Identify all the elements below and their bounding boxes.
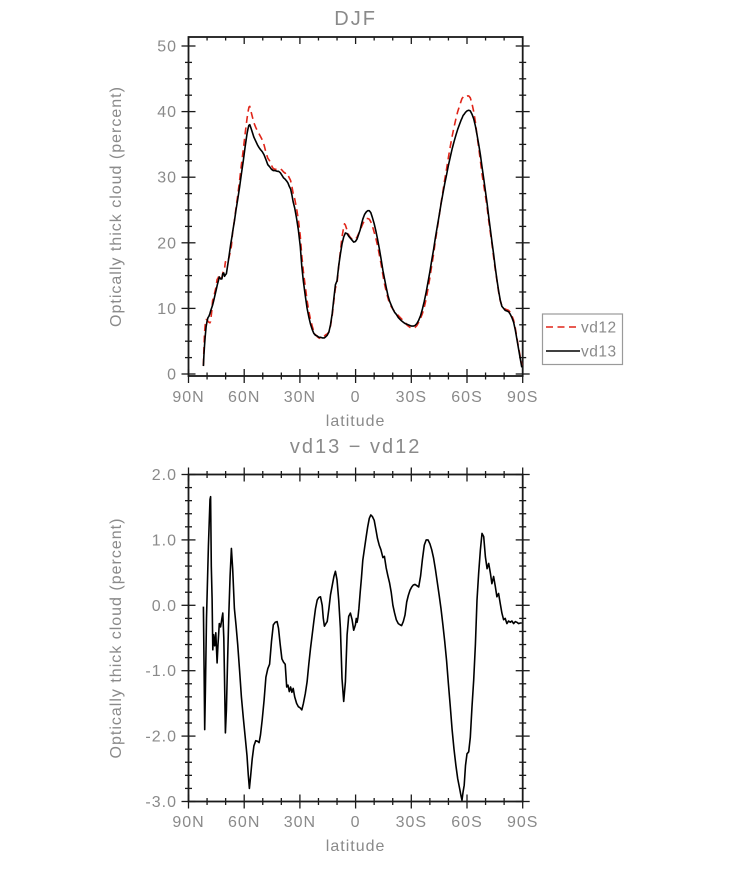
top-panel-xtick-label: 90S [507,389,538,406]
top-panel-xtick-label: 30S [396,389,427,406]
bottom-panel-xtick-label: 60N [228,814,260,831]
legend-label-vd13: vd13 [581,344,617,361]
bottom-panel-ytick-label: -3.0 [145,794,177,811]
top-panel-xtick-label: 60S [451,389,482,406]
top-panel-xtick-label: 60N [228,389,260,406]
vd12-curve [202,95,523,366]
bottom-panel-ylabel: Optically thick cloud (percent) [108,518,125,759]
bottom-panel-xlabel: latitude [326,838,386,855]
bottom-panel-xtick-label: 90S [507,814,538,831]
vd13-curve [202,109,523,368]
top-panel-ytick-label: 30 [157,170,177,187]
top-panel-ticks [181,37,530,383]
top-panel-xtick-label: 0 [351,389,361,406]
bottom-panel-xtick-label: 0 [351,814,361,831]
bottom-panel-ytick-label: -2.0 [145,729,177,746]
top-panel-xtick-label: 30N [284,389,316,406]
top-panel-title: DJF [334,8,377,30]
vd13-minus-vd12-curve [202,495,522,801]
top-panel-xlabel: latitude [326,413,386,430]
top-panel: DJF 90N 60N 30N 0 30S 60S 90S 0 10 20 30 40 50 latitud… [108,8,538,430]
bottom-panel-ytick-label: 1.0 [152,532,177,549]
top-panel-ytick-label: 10 [157,301,177,318]
top-panel-ytick-label: 0 [167,367,177,384]
bottom-panel: vd13 − vd12 90N 60N 30N 0 30S 60S 90S -3.0 -2.0 -1… [108,436,538,855]
bottom-panel-title: vd13 − vd12 [290,436,422,458]
bottom-panel-ytick-label: -1.0 [145,663,177,680]
top-panel-ytick-label: 40 [157,104,177,121]
bottom-panel-xtick-label: 30S [396,814,427,831]
top-panel-xtick-label: 90N [172,389,204,406]
bottom-panel-xtick-label: 30N [284,814,316,831]
top-panel-ytick-label: 20 [157,235,177,252]
bottom-panel-frame [187,473,524,803]
legend: vd12 vd13 [541,313,624,366]
bottom-panel-ticks [181,467,530,809]
bottom-panel-xtick-label: 90N [172,814,204,831]
top-panel-frame [187,36,524,377]
bottom-panel-ytick-label: 2.0 [152,467,177,484]
legend-box [541,313,624,366]
top-panel-ytick-label: 50 [157,39,177,56]
bottom-panel-ytick-label: 0.0 [152,598,177,615]
bottom-panel-xtick-label: 60S [451,814,482,831]
legend-label-vd12: vd12 [581,320,617,337]
top-panel-ylabel: Optically thick cloud (percent) [108,86,125,327]
